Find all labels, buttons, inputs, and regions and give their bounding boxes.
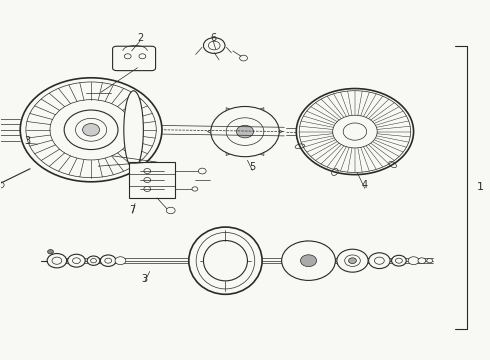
Polygon shape <box>226 108 240 119</box>
Circle shape <box>100 255 116 266</box>
Circle shape <box>337 249 368 272</box>
Polygon shape <box>316 265 333 277</box>
Text: 6: 6 <box>210 33 216 43</box>
Ellipse shape <box>124 91 144 169</box>
Circle shape <box>64 110 118 149</box>
Circle shape <box>144 186 151 192</box>
Circle shape <box>83 123 99 136</box>
Polygon shape <box>270 126 283 138</box>
Polygon shape <box>250 144 264 156</box>
Circle shape <box>115 257 126 265</box>
Text: 4: 4 <box>362 180 368 190</box>
Polygon shape <box>290 242 304 255</box>
Polygon shape <box>282 262 300 272</box>
Circle shape <box>211 107 279 157</box>
Circle shape <box>144 168 151 174</box>
Ellipse shape <box>203 240 247 281</box>
Ellipse shape <box>332 168 338 175</box>
Circle shape <box>166 207 175 214</box>
Circle shape <box>203 38 225 53</box>
Circle shape <box>144 177 151 183</box>
Circle shape <box>343 123 367 140</box>
Ellipse shape <box>295 144 305 149</box>
Circle shape <box>237 125 253 138</box>
Circle shape <box>20 78 162 182</box>
FancyBboxPatch shape <box>113 46 156 71</box>
Circle shape <box>300 255 317 267</box>
Circle shape <box>87 256 100 265</box>
Polygon shape <box>318 256 335 266</box>
Ellipse shape <box>389 162 396 168</box>
Circle shape <box>392 255 406 266</box>
Text: 7: 7 <box>129 206 136 216</box>
Circle shape <box>47 253 67 268</box>
Circle shape <box>418 258 426 264</box>
Circle shape <box>48 249 53 254</box>
Circle shape <box>198 168 206 174</box>
Polygon shape <box>290 267 304 280</box>
Text: 3: 3 <box>142 274 148 284</box>
Circle shape <box>282 241 335 280</box>
Bar <box>129 162 175 198</box>
Polygon shape <box>226 144 240 156</box>
Text: 1: 1 <box>477 182 484 192</box>
Ellipse shape <box>189 227 262 294</box>
Circle shape <box>192 187 198 191</box>
Circle shape <box>348 258 356 264</box>
Circle shape <box>408 257 419 265</box>
Text: 3: 3 <box>24 136 31 145</box>
Polygon shape <box>282 249 300 259</box>
Polygon shape <box>316 244 333 256</box>
Circle shape <box>427 258 433 263</box>
Text: 5: 5 <box>249 162 255 172</box>
Polygon shape <box>250 108 264 119</box>
Polygon shape <box>207 126 220 138</box>
Polygon shape <box>306 267 320 280</box>
Text: 2: 2 <box>137 33 143 43</box>
Circle shape <box>68 254 85 267</box>
Circle shape <box>368 253 390 269</box>
Polygon shape <box>306 241 320 254</box>
